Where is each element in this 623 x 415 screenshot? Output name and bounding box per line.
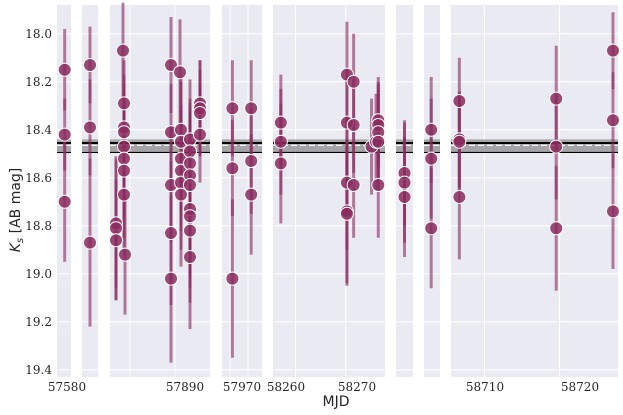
data-point	[117, 139, 131, 154]
panel-7	[451, 5, 620, 377]
data-point	[183, 156, 197, 171]
data-point	[57, 194, 72, 209]
y-tick-label: 18.8	[25, 219, 52, 233]
data-point	[174, 187, 188, 202]
data-point	[164, 226, 178, 240]
data-point	[225, 101, 240, 116]
data-point	[83, 58, 97, 72]
x-tick-label: 58260	[267, 380, 305, 394]
data-point	[117, 151, 131, 166]
data-point	[339, 206, 354, 221]
data-point	[549, 139, 564, 154]
y-axis-label-main: K	[8, 241, 24, 252]
y-axis-label: Ks [AB mag]	[8, 168, 26, 253]
data-point	[183, 223, 197, 238]
panel-6	[424, 5, 440, 377]
panels-layer	[57, 2, 620, 377]
data-point	[452, 134, 467, 149]
y-tick-label: 18.4	[25, 123, 52, 137]
data-point	[605, 43, 620, 58]
x-tick-label: 58720	[561, 380, 599, 394]
y-tick-label: 18.6	[25, 171, 52, 185]
data-point	[397, 175, 412, 190]
data-point	[225, 161, 240, 176]
data-point	[118, 247, 132, 262]
data-point	[117, 96, 131, 111]
data-point	[173, 65, 187, 80]
data-point	[164, 271, 178, 286]
x-tick-label: 57580	[48, 380, 86, 394]
y-axis-ticks: 18.0 18.2 18.4 18.6 18.8 19.0 19.2 19.4	[25, 27, 52, 377]
y-tick-label: 19.0	[25, 267, 52, 281]
data-point	[117, 187, 131, 202]
panel-1	[82, 5, 98, 377]
data-point	[193, 127, 207, 142]
data-point	[605, 204, 620, 219]
data-point	[183, 178, 197, 192]
data-point	[83, 235, 97, 250]
data-point	[57, 127, 72, 142]
data-point	[346, 178, 361, 192]
data-point	[371, 178, 386, 192]
data-point	[57, 62, 72, 77]
data-point	[371, 134, 386, 149]
data-point	[193, 106, 207, 120]
data-point	[109, 233, 123, 248]
data-point	[424, 151, 439, 166]
data-point	[116, 43, 130, 58]
data-point	[273, 115, 288, 130]
x-axis-ticks: 57580 57890 57970 58260 58270 58710 58720	[48, 380, 599, 394]
y-tick-label: 19.2	[25, 315, 52, 329]
y-axis-label-rest: [AB mag]	[8, 168, 24, 238]
y-axis-label-sub: s	[15, 238, 26, 243]
y-tick-label: 18.0	[25, 27, 52, 41]
panel-2	[109, 2, 210, 377]
panel-3	[222, 5, 262, 377]
data-point	[397, 190, 412, 204]
data-point	[424, 221, 439, 236]
data-point	[183, 250, 197, 264]
x-tick-label: 58270	[338, 380, 376, 394]
data-point	[117, 125, 131, 140]
data-point	[83, 120, 97, 135]
data-point	[452, 190, 467, 204]
panel-0	[57, 5, 72, 377]
data-point	[346, 118, 361, 132]
x-axis-label: MJD	[323, 394, 350, 410]
data-point	[346, 74, 361, 89]
panel-4	[273, 5, 386, 377]
data-point	[605, 113, 620, 128]
data-point	[424, 122, 439, 137]
data-point	[244, 154, 259, 168]
data-point	[109, 221, 123, 236]
data-point	[549, 221, 564, 236]
data-point	[549, 91, 564, 106]
panel-background	[273, 5, 385, 377]
x-tick-label: 57970	[223, 380, 261, 394]
y-tick-label: 19.4	[25, 363, 52, 377]
data-point	[273, 134, 288, 149]
data-point	[183, 144, 197, 159]
panel-background	[451, 5, 618, 377]
data-point	[117, 163, 131, 178]
data-point	[244, 101, 259, 116]
data-point	[273, 156, 288, 171]
y-tick-label: 18.2	[25, 75, 52, 89]
data-point	[183, 209, 197, 224]
panel-5	[396, 5, 413, 377]
data-point	[244, 187, 259, 202]
data-point	[452, 94, 467, 108]
x-tick-label: 58710	[466, 380, 504, 394]
data-point	[225, 271, 240, 286]
x-tick-label: 57890	[166, 380, 204, 394]
